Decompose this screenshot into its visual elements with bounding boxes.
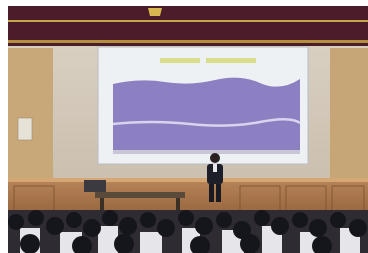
emblem	[148, 8, 162, 16]
scene	[8, 6, 368, 253]
gold-trim	[8, 20, 368, 22]
equipment	[84, 180, 106, 192]
photo	[0, 0, 368, 253]
gold-trim	[8, 40, 368, 43]
stage-edge	[8, 178, 368, 182]
right-panel	[330, 48, 368, 178]
left-panel	[8, 48, 53, 178]
slide-axis	[113, 150, 300, 154]
table	[95, 192, 185, 198]
slide-title	[206, 58, 256, 63]
wall-notice	[18, 118, 32, 140]
page	[0, 0, 368, 253]
slide-chart-area	[113, 78, 300, 150]
table-leg	[100, 198, 104, 212]
slide-title	[160, 58, 200, 63]
table-leg	[176, 198, 180, 212]
